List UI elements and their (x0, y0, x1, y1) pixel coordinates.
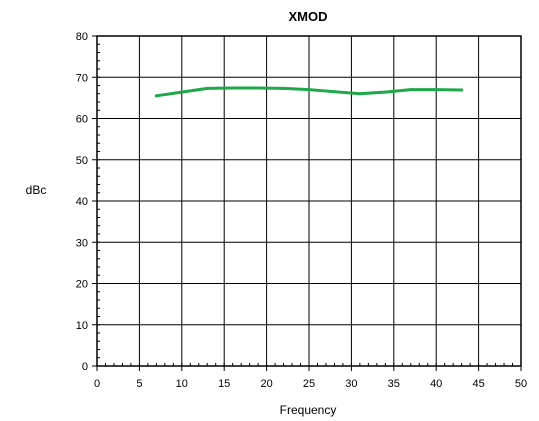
data-point (154, 94, 158, 98)
x-tick-label: 35 (388, 378, 400, 390)
x-tick-label: 30 (345, 378, 357, 390)
x-tick-labels: 0 5 10 15 20 25 30 35 40 45 50 (94, 366, 527, 390)
y-axis-label: dBc (26, 183, 47, 197)
chart-title: XMOD (289, 9, 328, 24)
y-tick-label: 20 (76, 279, 88, 291)
x-tick-label: 45 (472, 378, 484, 390)
y-tick-labels: 0 10 20 30 40 50 60 70 80 (76, 31, 97, 373)
data-point (434, 88, 438, 92)
x-tick-label: 50 (515, 378, 527, 390)
data-point (307, 88, 311, 92)
data-point (409, 88, 413, 92)
y-tick-label: 50 (76, 155, 88, 167)
data-point (358, 92, 362, 96)
y-tick-label: 30 (76, 237, 88, 249)
x-axis-label: Frequency (280, 403, 337, 417)
data-point (205, 86, 209, 90)
data-point (231, 86, 235, 90)
x-tick-label: 20 (260, 378, 272, 390)
data-point (180, 90, 184, 94)
data-point (282, 86, 286, 90)
y-tick-label: 10 (76, 320, 88, 332)
x-tick-label: 40 (430, 378, 442, 390)
y-tick-label: 70 (76, 72, 88, 84)
data-point (332, 90, 336, 94)
x-tick-label: 10 (176, 378, 188, 390)
grid-lines (96, 35, 522, 367)
minor-ticks (96, 35, 522, 367)
y-tick-label: 40 (76, 196, 88, 208)
x-tick-label: 5 (136, 378, 142, 390)
x-tick-label: 15 (218, 378, 230, 390)
y-tick-label: 80 (76, 31, 88, 43)
y-tick-label: 0 (82, 361, 88, 373)
series-group (154, 86, 464, 98)
y-tick-label: 60 (76, 114, 88, 126)
x-tick-label: 25 (303, 378, 315, 390)
data-point (460, 88, 464, 92)
data-point (383, 90, 387, 94)
data-point (256, 86, 260, 90)
x-tick-label: 0 (94, 378, 100, 390)
